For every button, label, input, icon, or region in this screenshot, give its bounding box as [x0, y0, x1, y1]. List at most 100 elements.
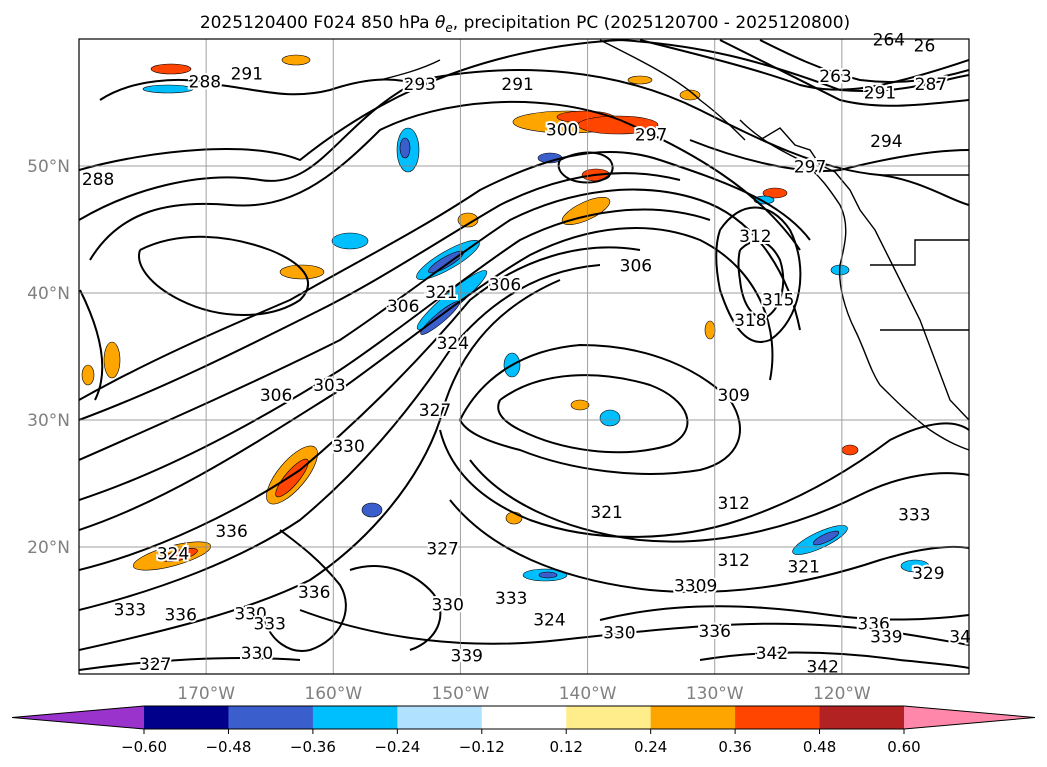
contour-label: 309 [718, 386, 750, 406]
contour-label: 26 [914, 37, 936, 57]
y-tick-labels: 20°N 30°N 40°N 50°N [27, 157, 70, 558]
contour-line [79, 150, 811, 401]
contour-label: 327 [419, 401, 451, 421]
contour-line [699, 651, 969, 669]
chart-title: 2025120400 F024 850 hPa θe, precipitatio… [200, 13, 850, 35]
contour-line [79, 279, 561, 651]
contour-label: 297 [794, 157, 826, 177]
contour-label: 294 [870, 132, 902, 152]
contour-line [469, 459, 969, 543]
colorbar-segment [819, 706, 905, 729]
contour-label: 339 [870, 627, 902, 647]
precip-blob [457, 212, 479, 228]
colorbar-tick-label: 0.60 [887, 738, 920, 756]
contour-label: 312 [718, 494, 750, 514]
contour-label: 263 [819, 67, 851, 87]
colorbar: −0.60 −0.48 −0.36 −0.24 −0.12 0.12 0.24 0.36 0.4… [11, 705, 1036, 756]
x-tick-label: 170°W [177, 684, 235, 704]
contour-label: 330 [241, 644, 273, 664]
colorbar-tick-label: −0.12 [459, 738, 505, 756]
contour-label: 288 [82, 170, 114, 190]
contour-line [737, 240, 785, 320]
x-tick-label: 160°W [304, 684, 362, 704]
contour-label: 330 [332, 437, 364, 457]
contour-label: 333 [114, 601, 146, 621]
contour-line [79, 208, 711, 501]
precip-blob [538, 571, 558, 579]
coastline [870, 239, 969, 266]
contour-label: 303 [313, 376, 345, 396]
contour-label: 336 [215, 522, 247, 542]
precip-blob [577, 115, 659, 135]
contour-label: 306 [260, 386, 292, 406]
colorbar-segment [312, 706, 398, 729]
contour-label: 3309 [674, 576, 717, 596]
contour-label: 306 [620, 256, 652, 276]
colorbar-tick-label: 0.36 [718, 738, 751, 756]
contour-label: 339 [451, 646, 483, 666]
contour-label: 336 [698, 622, 730, 642]
x-tick-labels: 170°W 160°W 150°W 140°W 130°W 120°W [177, 684, 871, 704]
colorbar-tick-label: −0.36 [290, 738, 336, 756]
contour-label: 324 [533, 611, 565, 631]
colorbar-segment [650, 706, 736, 729]
contour-label: 336 [857, 615, 889, 635]
contour-label: 327 [426, 540, 458, 560]
theta-e-contours [79, 39, 969, 671]
contour-label: 333 [495, 589, 527, 609]
precip-blob [103, 341, 121, 379]
y-tick-label: 30°N [27, 411, 70, 431]
contour-line [79, 264, 601, 611]
gridlines [79, 39, 969, 674]
contour-label: 312 [739, 227, 771, 247]
contour-label: 333 [253, 615, 285, 635]
precip-blob [570, 399, 590, 411]
contour-label: 321 [590, 503, 622, 523]
precip-blob [361, 502, 383, 518]
contour-line [79, 246, 641, 571]
contour-line [79, 227, 774, 531]
colorbar-segment [481, 706, 567, 729]
contour-label: 321 [425, 283, 457, 303]
contour-label: 330 [603, 623, 635, 643]
contour-line [759, 39, 969, 83]
contour-line [99, 78, 421, 101]
precip-blob [162, 547, 198, 563]
colorbar-segment [397, 706, 483, 729]
contour-label: 288 [189, 72, 221, 92]
contour-label: 330 [431, 596, 463, 616]
contour-label: 315 [762, 291, 794, 311]
colorbar-tick-label: 0.24 [634, 738, 667, 756]
x-tick-label: 130°W [686, 684, 744, 704]
contour-line [599, 605, 969, 621]
contour-label: 306 [387, 297, 419, 317]
contour-label: 291 [231, 65, 263, 85]
contour-line [715, 206, 802, 343]
contour-line [89, 100, 801, 261]
contour-label: 312 [718, 551, 750, 571]
precip-blob [331, 232, 369, 250]
coastline [739, 119, 969, 451]
precip-blob [81, 364, 95, 386]
colorbar-tick-label: 0.48 [803, 738, 836, 756]
contour-label: 327 [139, 655, 171, 675]
contour-label: 324 [437, 334, 469, 354]
precip-blob [279, 264, 325, 280]
coastline [599, 39, 746, 141]
coastline [379, 59, 441, 81]
contour-line [459, 343, 741, 475]
coastline [759, 127, 969, 421]
y-tick-label: 50°N [27, 157, 70, 177]
y-tick-label: 40°N [27, 284, 70, 304]
contour-label: 34 [949, 627, 971, 647]
contour-line [639, 39, 969, 91]
contour-line [449, 499, 969, 593]
plot-background [79, 39, 969, 674]
x-tick-label: 140°W [559, 684, 617, 704]
contour-label: 330 [234, 604, 266, 624]
contour-line [719, 39, 969, 107]
x-tick-label: 120°W [813, 684, 871, 704]
contour-label: 324 [157, 545, 189, 565]
contour-line [138, 235, 310, 316]
